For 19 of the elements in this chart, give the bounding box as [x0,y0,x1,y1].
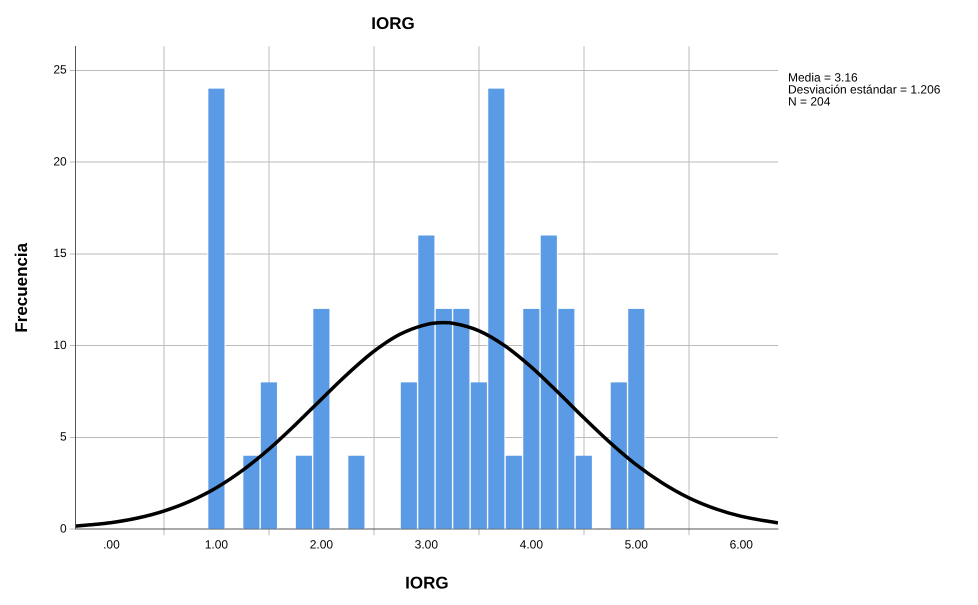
y-tick-label: 10 [53,338,68,352]
chart-title: IORG [371,14,415,33]
y-tick-label: 20 [53,154,68,168]
x-tick-label: .00 [103,538,120,552]
x-tick-label: 1.00 [204,538,228,552]
y-tick-label: 0 [60,522,68,536]
x-tick-label: 3.00 [414,538,438,552]
y-tick-label: 15 [53,246,68,260]
text: N = 204 [788,94,831,109]
x-tick-label: 2.00 [310,538,334,552]
y-tick-label: 25 [53,62,68,77]
x-tick-label: 4.00 [520,538,544,552]
x-axis-title: IORG [405,573,449,592]
text: Desviación estándar = 1.206 [788,82,941,97]
x-tick-label: 6.00 [730,538,754,552]
text: Media = 3.16 [788,70,858,85]
y-axis-title: Frecuencia [12,242,31,333]
x-tick-label: 5.00 [624,538,648,552]
y-tick-label: 5 [60,430,68,444]
